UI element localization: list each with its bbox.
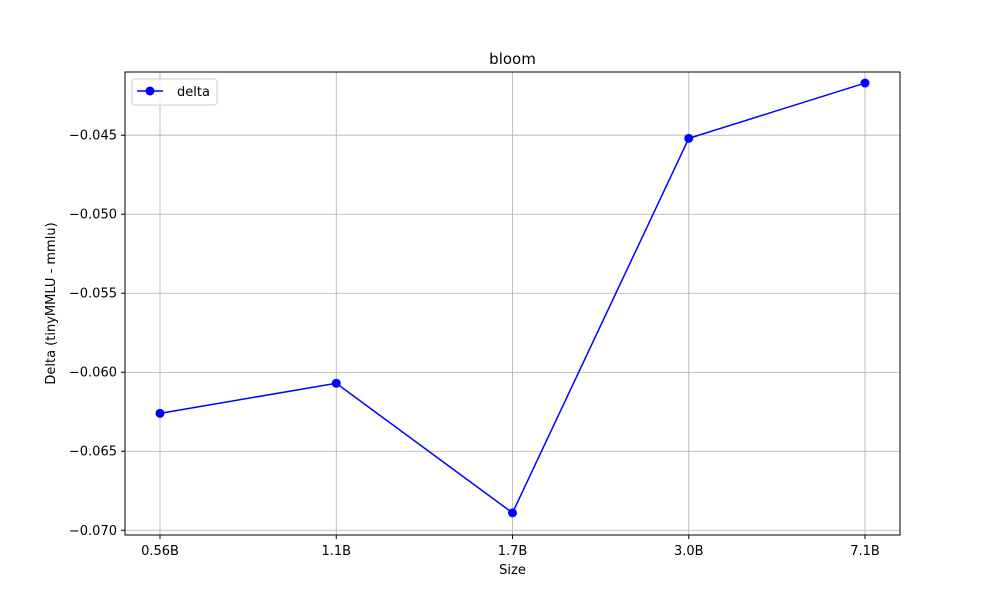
legend-marker-swatch bbox=[145, 86, 155, 96]
grid-lines bbox=[125, 72, 900, 535]
x-tick-label: 1.7B bbox=[498, 544, 528, 559]
x-axis-label: Size bbox=[499, 563, 526, 578]
x-axis-ticks: 0.56B 1.1B 1.7B 3.0B 7.1B bbox=[141, 535, 880, 559]
y-tick-label: −0.045 bbox=[69, 129, 117, 144]
data-point-delta bbox=[508, 508, 517, 518]
legend: delta bbox=[131, 78, 218, 106]
chart-title: bloom bbox=[489, 50, 536, 68]
series-layer bbox=[155, 78, 870, 518]
data-point-delta bbox=[684, 133, 694, 143]
data-point-delta bbox=[331, 378, 341, 388]
y-tick-label: −0.055 bbox=[69, 287, 117, 302]
data-point-delta bbox=[155, 408, 165, 418]
x-tick-label: 0.56B bbox=[141, 544, 179, 559]
data-point-delta bbox=[860, 78, 870, 88]
y-axis-ticks: −0.045 −0.050 −0.055 −0.060 −0.065 −0.070 bbox=[69, 129, 125, 539]
y-axis-label: Delta (tinyMMLU - mmlu) bbox=[44, 222, 59, 384]
y-tick-label: −0.050 bbox=[69, 208, 117, 223]
x-tick-label: 3.0B bbox=[674, 544, 704, 559]
legend-label: delta bbox=[177, 85, 210, 100]
x-tick-label: 1.1B bbox=[321, 544, 351, 559]
x-tick-label: 7.1B bbox=[850, 544, 880, 559]
y-tick-label: −0.060 bbox=[69, 366, 117, 381]
y-tick-label: −0.065 bbox=[69, 445, 117, 460]
y-tick-label: −0.070 bbox=[69, 524, 117, 539]
legend-box bbox=[131, 78, 218, 106]
